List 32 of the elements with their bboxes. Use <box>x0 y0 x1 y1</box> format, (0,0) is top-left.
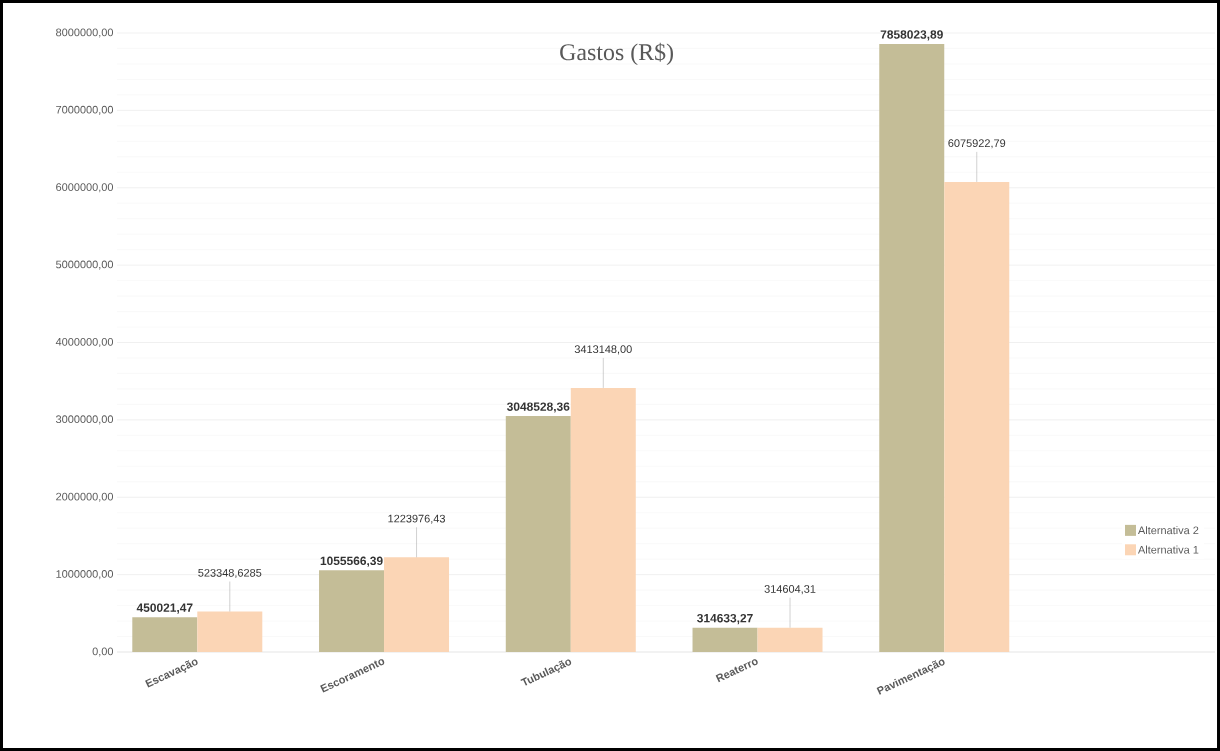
data-label: 450021,47 <box>136 603 193 614</box>
y-tick-label: 3000000,00 <box>56 415 114 425</box>
data-label: 7858023,89 <box>880 30 943 41</box>
data-label: 3048528,36 <box>506 402 570 413</box>
data-label: 3413148,00 <box>574 345 632 355</box>
y-tick-label: 6000000,00 <box>56 183 114 193</box>
chart-title: Gastos (R$) <box>560 42 673 66</box>
data-label: 523348,6285 <box>198 568 262 578</box>
bar <box>879 43 945 652</box>
bar <box>132 617 198 652</box>
data-label: 314633,27 <box>697 613 753 625</box>
bar <box>319 570 385 652</box>
data-label: 6075922,79 <box>948 139 1006 149</box>
bar <box>757 627 823 652</box>
bar <box>570 387 636 652</box>
bar <box>944 181 1010 652</box>
y-tick-label: 1000000,00 <box>56 570 114 580</box>
bar <box>384 557 450 652</box>
y-tick-label: 4000000,00 <box>55 337 114 348</box>
data-label: 1223976,43 <box>388 514 445 524</box>
y-tick-label: 7000000,00 <box>56 105 114 115</box>
bar <box>197 611 263 652</box>
legend-label: Alternativa 1 <box>1137 545 1199 554</box>
y-tick-label: 5000000,00 <box>56 260 114 270</box>
y-tick-label: 8000000,00 <box>56 28 114 38</box>
data-label: 1055566,39 <box>320 556 383 567</box>
data-label: 314604,31 <box>764 585 816 595</box>
y-tick-label: 2000000,00 <box>56 492 114 502</box>
legend-label: Alternativa 2 <box>1137 526 1199 535</box>
y-tick-label: 0,00 <box>92 647 114 657</box>
bar <box>505 416 571 652</box>
bar <box>692 627 758 652</box>
